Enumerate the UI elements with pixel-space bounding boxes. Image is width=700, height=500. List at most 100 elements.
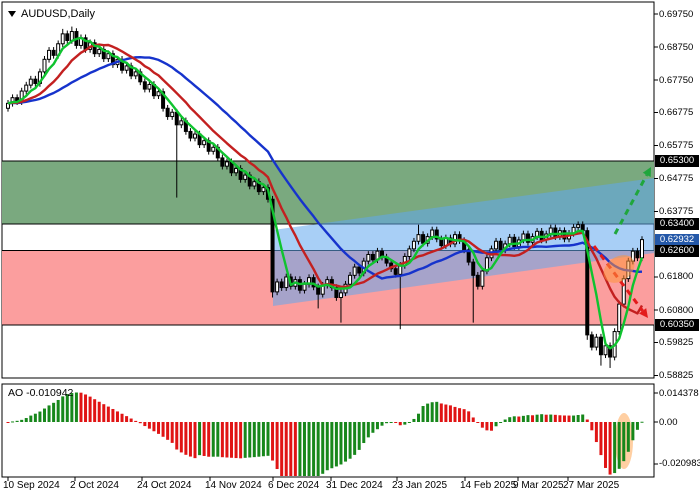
candlestick bbox=[608, 345, 613, 358]
candlestick bbox=[434, 229, 439, 240]
candlestick bbox=[202, 140, 207, 146]
ao-bar bbox=[56, 399, 60, 422]
candlestick bbox=[243, 174, 248, 180]
ao-bar bbox=[157, 422, 161, 434]
ao-bar bbox=[467, 411, 471, 422]
ao-bar bbox=[175, 422, 179, 450]
candlestick bbox=[589, 334, 594, 348]
price-level-flag: 0.63400 bbox=[655, 218, 699, 231]
ao-bar bbox=[357, 422, 361, 450]
ao-bar bbox=[535, 414, 539, 422]
ao-bar bbox=[631, 422, 635, 441]
ao-bar bbox=[38, 411, 42, 422]
ao-bar bbox=[512, 416, 516, 422]
ao-bar bbox=[252, 422, 256, 458]
moving-average-line bbox=[7, 56, 643, 280]
symbol-title: AUDUSD,Daily bbox=[8, 8, 95, 20]
candlestick bbox=[170, 111, 175, 118]
ao-bar bbox=[216, 422, 220, 457]
ao-bar bbox=[143, 422, 147, 427]
y-axis-label: 0.64775 bbox=[659, 173, 694, 185]
candlestick bbox=[252, 181, 257, 187]
candlestick bbox=[316, 286, 321, 295]
ao-bar bbox=[567, 415, 571, 422]
candlestick bbox=[370, 253, 375, 261]
ao-bar bbox=[152, 422, 156, 432]
ao-bar bbox=[211, 422, 215, 457]
ao-bar bbox=[412, 418, 416, 422]
ao-bar bbox=[271, 422, 275, 461]
candlestick bbox=[6, 102, 10, 109]
candlestick bbox=[193, 133, 198, 139]
candlestick bbox=[124, 65, 129, 71]
ao-bar bbox=[576, 415, 580, 422]
y-axis-label: 0.63775 bbox=[659, 206, 694, 218]
y-axis-label: 0.61800 bbox=[659, 271, 694, 283]
candlestick bbox=[33, 78, 38, 84]
ao-bar bbox=[129, 418, 133, 422]
bullish-scenario-arrow-head bbox=[642, 167, 651, 178]
ao-bar bbox=[239, 422, 243, 459]
ao-bar bbox=[458, 408, 462, 422]
ao-bar bbox=[229, 422, 233, 458]
candlestick bbox=[69, 31, 74, 41]
candlestick bbox=[480, 270, 485, 287]
bearish-scenario-arrow-head bbox=[639, 308, 648, 318]
ao-bar bbox=[15, 420, 19, 422]
ao-bar bbox=[325, 422, 329, 471]
symbol-title-label: AUDUSD,Daily bbox=[21, 8, 95, 20]
candlestick bbox=[224, 161, 229, 167]
ao-axis-label: -0.020983 bbox=[659, 458, 700, 470]
ao-bar bbox=[179, 422, 183, 453]
ao-bar bbox=[261, 422, 265, 457]
ao-bar bbox=[344, 422, 348, 462]
ao-bar bbox=[366, 422, 370, 438]
candlestick bbox=[188, 130, 193, 139]
x-axis-date-label: 14 Feb 2025 bbox=[460, 480, 517, 491]
candlestick bbox=[211, 146, 216, 152]
candlestick bbox=[366, 253, 371, 262]
ao-bar bbox=[138, 422, 142, 424]
ao-bar bbox=[635, 422, 639, 430]
ao-bar bbox=[444, 404, 448, 422]
ao-bar bbox=[339, 422, 343, 465]
ao-bar bbox=[594, 422, 598, 443]
bullish-scenario-arrow bbox=[613, 174, 649, 235]
ao-bar bbox=[430, 402, 434, 422]
ao-bar bbox=[234, 422, 238, 459]
candlestick bbox=[576, 224, 581, 228]
ao-bar bbox=[125, 416, 129, 422]
y-axis-label: 0.67750 bbox=[659, 74, 694, 86]
ao-bar bbox=[626, 422, 630, 452]
y-axis-label: 0.68750 bbox=[659, 41, 694, 53]
ao-bar bbox=[480, 422, 484, 428]
ao-bar bbox=[280, 422, 284, 476]
moving-average-line bbox=[7, 36, 644, 350]
candlestick bbox=[617, 303, 622, 333]
ao-bar bbox=[435, 401, 439, 422]
ao-bar bbox=[531, 415, 535, 422]
candlestick bbox=[640, 239, 644, 259]
ao-bar bbox=[207, 422, 211, 457]
ao-bar bbox=[585, 419, 589, 422]
candlestick bbox=[494, 240, 499, 250]
x-axis-date-label: 2 Oct 2024 bbox=[70, 480, 119, 491]
candlestick bbox=[92, 42, 97, 55]
ao-bar bbox=[517, 416, 521, 422]
candlestick bbox=[598, 336, 603, 356]
ao-bar bbox=[330, 422, 334, 469]
ao-bar bbox=[489, 422, 493, 431]
ao-bar bbox=[248, 422, 252, 458]
ao-bar bbox=[6, 422, 10, 423]
ao-bar bbox=[572, 415, 576, 422]
candlestick bbox=[553, 227, 558, 238]
y-axis-label: 0.65775 bbox=[659, 139, 694, 151]
candlestick bbox=[161, 91, 166, 109]
symbol-dropdown-icon[interactable] bbox=[8, 11, 16, 17]
ao-bar bbox=[494, 422, 498, 427]
ao-bar bbox=[307, 422, 311, 476]
ao-bar bbox=[553, 414, 557, 422]
ao-bar bbox=[284, 422, 288, 476]
